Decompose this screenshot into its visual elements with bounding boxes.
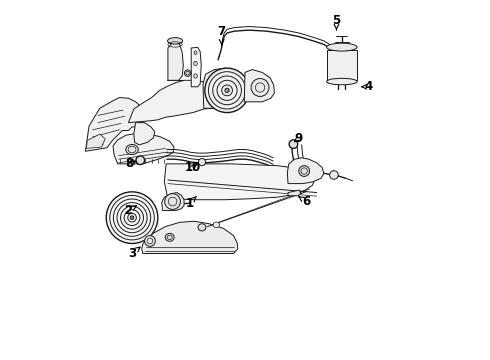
Polygon shape bbox=[134, 123, 155, 145]
Ellipse shape bbox=[194, 51, 197, 54]
Ellipse shape bbox=[168, 38, 183, 44]
Circle shape bbox=[136, 156, 145, 165]
Polygon shape bbox=[142, 221, 238, 253]
Text: 2: 2 bbox=[124, 204, 136, 217]
Text: 1: 1 bbox=[185, 197, 196, 210]
Text: 6: 6 bbox=[299, 195, 310, 208]
Polygon shape bbox=[164, 164, 315, 200]
Ellipse shape bbox=[194, 61, 197, 66]
Text: 9: 9 bbox=[294, 132, 302, 145]
Circle shape bbox=[330, 171, 338, 179]
Polygon shape bbox=[191, 47, 201, 87]
Ellipse shape bbox=[184, 70, 191, 76]
Ellipse shape bbox=[126, 144, 138, 154]
Circle shape bbox=[106, 192, 158, 243]
Circle shape bbox=[339, 62, 344, 68]
Ellipse shape bbox=[194, 74, 197, 78]
Ellipse shape bbox=[213, 222, 220, 228]
Polygon shape bbox=[87, 134, 105, 148]
Polygon shape bbox=[287, 158, 324, 184]
Circle shape bbox=[225, 88, 229, 93]
Text: 5: 5 bbox=[332, 14, 341, 30]
Text: 4: 4 bbox=[362, 80, 373, 93]
Ellipse shape bbox=[165, 233, 174, 241]
Circle shape bbox=[130, 216, 134, 220]
Ellipse shape bbox=[299, 166, 310, 176]
Polygon shape bbox=[85, 98, 143, 151]
Text: 7: 7 bbox=[218, 25, 226, 45]
Ellipse shape bbox=[326, 43, 357, 51]
Polygon shape bbox=[162, 193, 184, 211]
Circle shape bbox=[205, 68, 249, 113]
Polygon shape bbox=[203, 68, 247, 108]
Ellipse shape bbox=[198, 224, 206, 231]
Text: 8: 8 bbox=[125, 157, 136, 170]
Circle shape bbox=[251, 78, 269, 96]
Polygon shape bbox=[168, 42, 183, 80]
Circle shape bbox=[145, 235, 155, 246]
Ellipse shape bbox=[326, 78, 357, 85]
Polygon shape bbox=[128, 80, 231, 123]
Circle shape bbox=[198, 158, 205, 166]
Circle shape bbox=[289, 140, 298, 148]
Polygon shape bbox=[326, 50, 357, 81]
Circle shape bbox=[165, 194, 180, 210]
Polygon shape bbox=[288, 190, 300, 196]
Text: 3: 3 bbox=[128, 247, 140, 260]
Polygon shape bbox=[245, 69, 274, 102]
Text: 10: 10 bbox=[185, 161, 201, 174]
Polygon shape bbox=[113, 134, 174, 164]
